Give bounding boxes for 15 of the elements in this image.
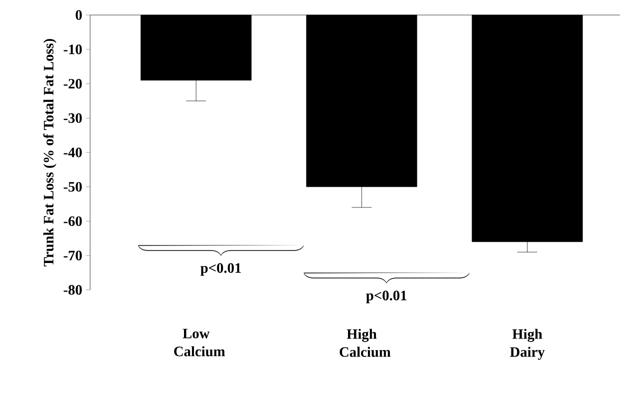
y-tick-label: -60 [64, 216, 82, 226]
y-tick-label: 0 [76, 10, 82, 20]
y-tick-label: -70 [64, 250, 82, 261]
y-tick-label: -80 [64, 285, 82, 295]
y-tick-label: -10 [64, 44, 82, 54]
y-tick-label: -50 [64, 182, 82, 192]
x-tick-label: High Calcium [340, 328, 391, 358]
y-tick-label: -20 [64, 79, 82, 89]
x-tick-label: High Dairy [510, 328, 545, 360]
y-tick-label: -40 [64, 148, 82, 158]
text: p<0.01 [366, 290, 406, 304]
y-axis-title: Trunk Fat Loss (% of Total Fat Loss) [43, 39, 56, 267]
y-tick-label: -30 [64, 113, 82, 124]
x-tick-label: Low Calcium [174, 328, 225, 356]
annotation: p<0.01 [200, 263, 241, 276]
